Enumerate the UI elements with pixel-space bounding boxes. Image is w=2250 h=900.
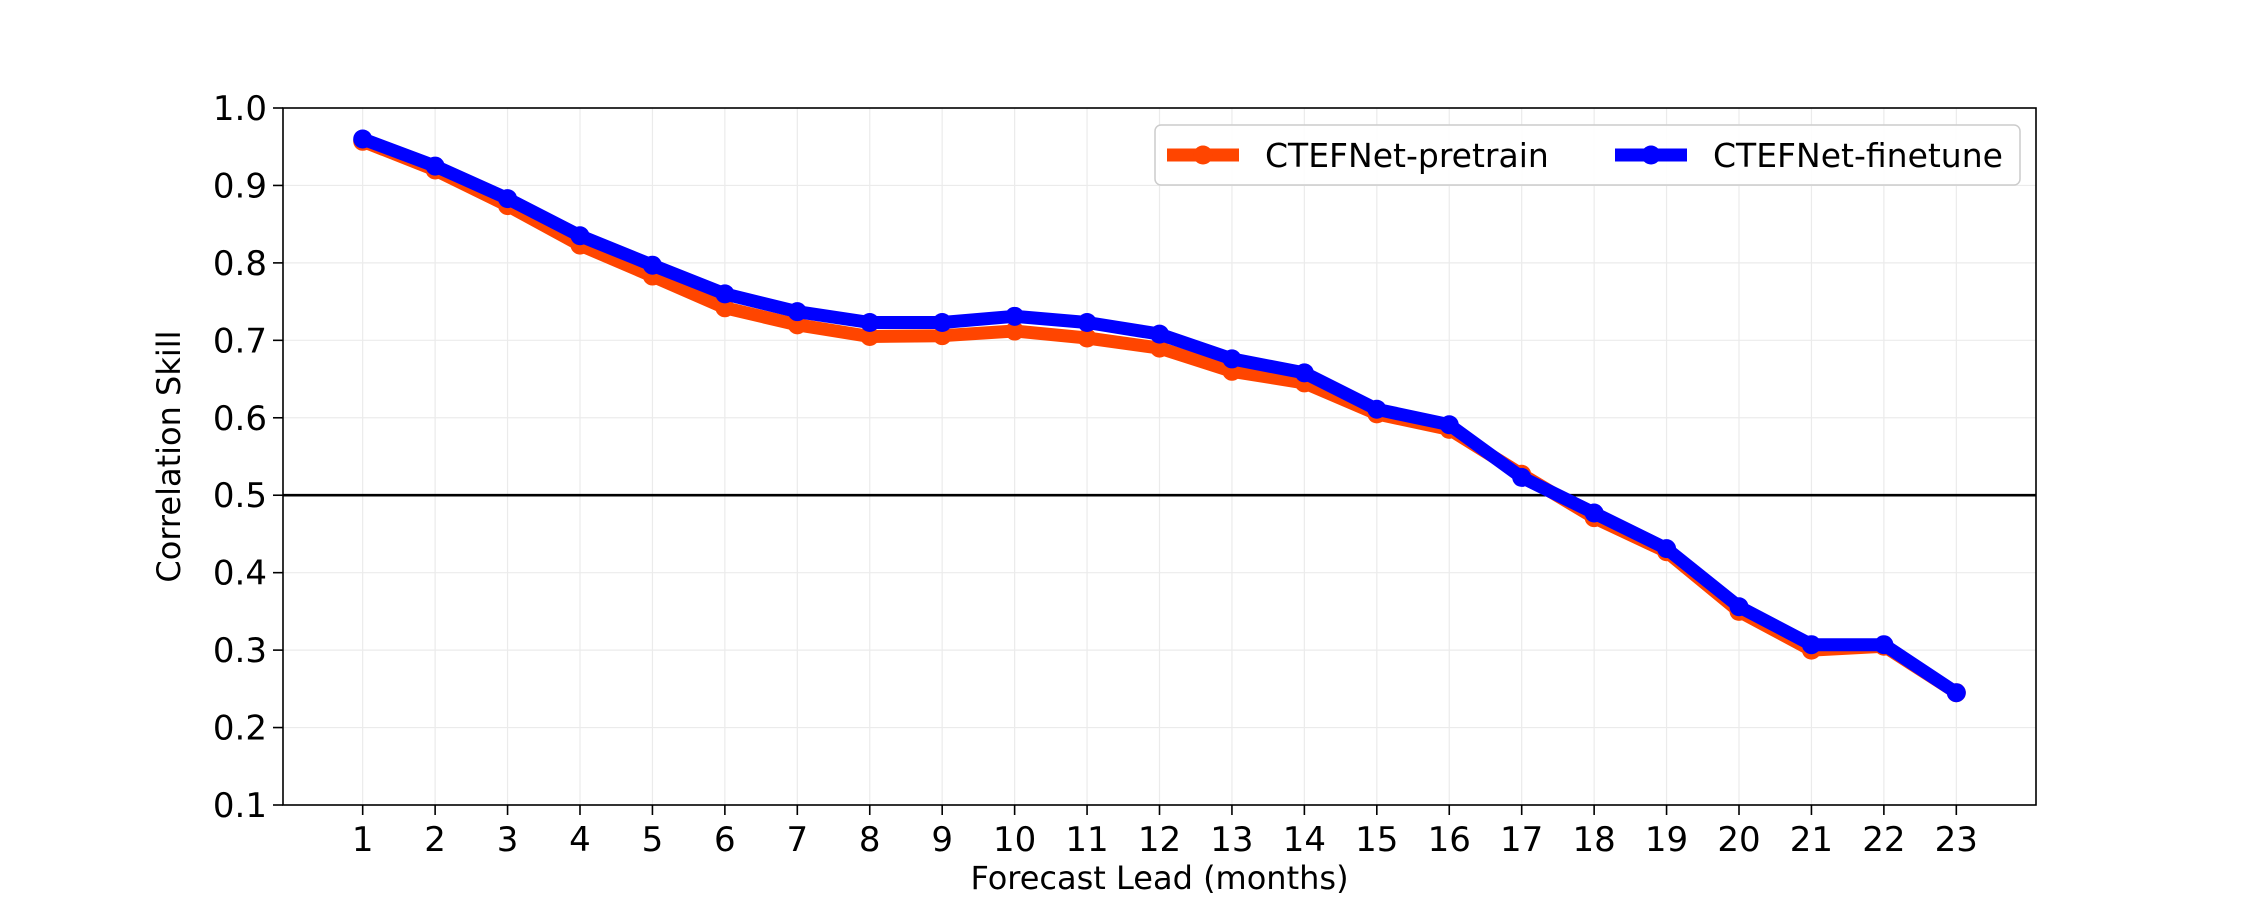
x-tick-label: 12 — [1138, 820, 1181, 860]
x-tick-label: 3 — [497, 820, 519, 860]
y-tick-label: 0.5 — [213, 476, 267, 516]
data-point — [715, 298, 735, 318]
x-tick-label: 7 — [786, 820, 808, 860]
data-point — [1584, 503, 1604, 523]
x-tick-label: 9 — [931, 820, 953, 860]
y-axis-ticks: 0.1 0.2 0.3 0.4 0.5 0.6 0.7 0.8 0.9 1.0 — [213, 89, 283, 826]
data-point — [1077, 313, 1097, 333]
data-point — [1729, 597, 1749, 617]
x-tick-label: 23 — [1935, 820, 1978, 860]
x-tick-label: 2 — [424, 820, 446, 860]
y-tick-label: 0.2 — [213, 709, 267, 749]
data-point — [1946, 683, 1966, 703]
y-tick-label: 0.8 — [213, 244, 267, 284]
y-tick-label: 0.6 — [213, 399, 267, 439]
x-tick-label: 13 — [1210, 820, 1253, 860]
y-tick-label: 0.3 — [213, 631, 267, 671]
x-tick-label: 18 — [1572, 820, 1615, 860]
x-tick-label: 22 — [1862, 820, 1905, 860]
data-point — [860, 313, 880, 333]
x-tick-label: 10 — [993, 820, 1036, 860]
x-tick-label: 11 — [1065, 820, 1108, 860]
data-point — [787, 315, 807, 335]
y-tick-label: 0.7 — [213, 321, 267, 361]
x-tick-label: 14 — [1283, 820, 1326, 860]
data-point — [1801, 635, 1821, 655]
x-tick-label: 4 — [569, 820, 591, 860]
data-point — [787, 302, 807, 322]
x-tick-label: 16 — [1428, 820, 1471, 860]
x-tick-label: 15 — [1355, 820, 1398, 860]
data-point — [498, 189, 518, 209]
x-axis-label: Forecast Lead (months) — [970, 859, 1348, 897]
data-point — [932, 326, 952, 346]
data-point — [1005, 321, 1025, 341]
y-tick-label: 0.4 — [213, 554, 267, 594]
data-point — [1150, 324, 1169, 344]
data-point — [1222, 349, 1242, 369]
y-axis-label: Correlation Skill — [150, 330, 188, 582]
y-tick-label: 1.0 — [213, 89, 267, 129]
legend: CTEFNet-pretrain CTEFNet-finetune — [1154, 124, 2021, 186]
legend-box — [1154, 124, 2021, 186]
data-point — [570, 226, 590, 246]
data-point — [1512, 467, 1532, 487]
data-point — [642, 255, 662, 275]
series-group — [353, 129, 1966, 703]
data-point — [1657, 539, 1677, 559]
y-tick-label: 0.1 — [213, 786, 267, 826]
series-ctefnet-finetune — [353, 129, 1966, 703]
data-point — [1367, 399, 1387, 419]
data-point — [1005, 306, 1025, 326]
legend-label: CTEFNet-pretrain — [1265, 136, 1549, 175]
data-point — [932, 313, 952, 333]
x-tick-label: 5 — [642, 820, 664, 860]
y-tick-label: 0.9 — [213, 166, 267, 206]
x-tick-label: 8 — [859, 820, 881, 860]
data-point — [715, 284, 735, 304]
x-axis-ticks: 1 2 3 4 5 6 7 8 9 10 11 12 13 14 15 16 17 18 19 20 21 22 23 — [352, 805, 1978, 860]
data-point — [425, 156, 445, 176]
legend-swatch-marker — [1641, 145, 1661, 165]
x-tick-label: 20 — [1717, 820, 1760, 860]
legend-swatch-marker — [1193, 145, 1213, 165]
data-point — [1439, 415, 1459, 435]
x-tick-label: 21 — [1790, 820, 1833, 860]
x-tick-label: 19 — [1645, 820, 1688, 860]
data-point — [1150, 338, 1169, 358]
data-point — [1077, 328, 1097, 348]
x-tick-label: 17 — [1500, 820, 1543, 860]
legend-label: CTEFNet-finetune — [1713, 136, 2003, 175]
data-point — [860, 326, 880, 346]
data-point — [1294, 363, 1314, 383]
data-point — [1874, 635, 1894, 655]
data-point — [353, 129, 373, 149]
x-tick-label: 1 — [352, 820, 374, 860]
x-tick-label: 6 — [714, 820, 736, 860]
